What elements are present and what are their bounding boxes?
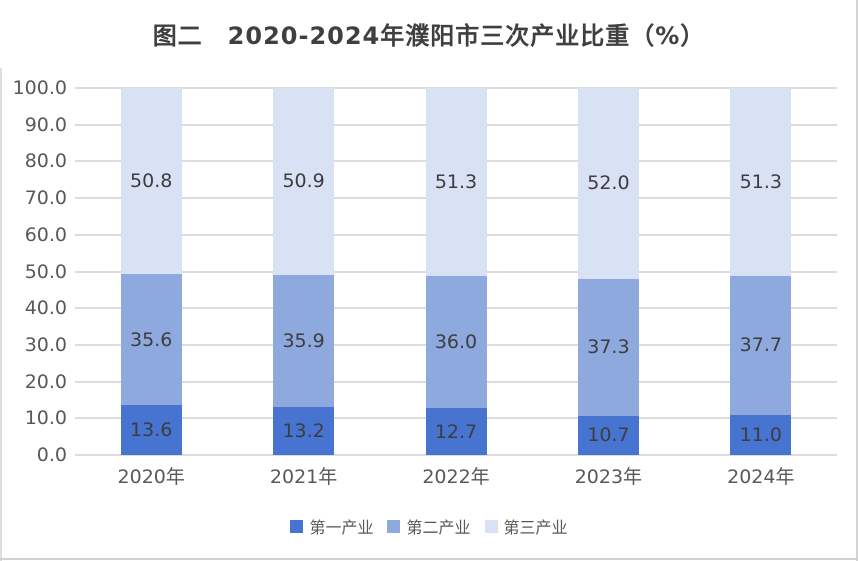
y-axis-tick-label: 100.0 (12, 77, 67, 99)
data-label: 52.0 (587, 172, 630, 195)
y-axis-tick-label: 50.0 (24, 260, 67, 283)
bar-segment-第二产业: 37.3 (577, 278, 639, 416)
y-gridline (75, 454, 837, 456)
data-label: 51.3 (434, 171, 478, 194)
bar-segment-第一产业: 10.7 (577, 415, 639, 455)
data-label: 35.9 (282, 329, 325, 352)
bar-segment-第三产业: 50.8 (120, 88, 182, 275)
bar-segment-第一产业: 12.7 (425, 408, 487, 455)
data-label: 12.7 (434, 420, 478, 443)
x-axis-tick-label: 2020年 (117, 466, 185, 488)
y-axis-tick-label: 80.0 (24, 150, 67, 173)
data-label: 35.6 (130, 328, 173, 351)
y-axis-tick-label: 20.0 (24, 370, 67, 393)
bar-2020年: 13.6 35.6 50.8 (120, 88, 182, 455)
data-label: 13.2 (282, 419, 325, 442)
bar-2022年: 12.7 36.0 51.3 (425, 88, 487, 455)
bar-segment-第二产业: 37.7 (730, 276, 792, 415)
y-axis-tick-label: 70.0 (24, 187, 67, 210)
data-label: 50.8 (130, 170, 173, 193)
y-axis-tick-label: 90.0 (24, 113, 67, 136)
y-axis-tick-label: 40.0 (24, 297, 67, 320)
legend-swatch-icon (290, 519, 304, 533)
data-label: 51.3 (739, 171, 782, 194)
bar-segment-第二产业: 35.6 (120, 274, 182, 406)
data-label: 13.6 (130, 419, 173, 442)
bar-2024年: 11.0 37.7 51.3 (730, 88, 792, 455)
legend-item-第一产业: 第一产业 (290, 514, 373, 538)
data-label: 11.0 (739, 423, 782, 446)
y-axis-tick-label: 10.0 (24, 407, 67, 430)
window-border-left (0, 68, 2, 561)
bar-segment-第一产业: 13.2 (273, 406, 335, 455)
x-axis-tick-label: 2024年 (727, 466, 795, 488)
y-gridline (75, 87, 837, 89)
data-label: 10.7 (587, 424, 630, 447)
bar-2021年: 13.2 35.9 50.9 (273, 88, 335, 455)
data-label: 36.0 (434, 331, 478, 354)
x-axis-tick-label: 2022年 (422, 466, 490, 488)
bar-segment-第二产业: 35.9 (273, 274, 335, 407)
y-axis-tick-label: 60.0 (24, 223, 67, 246)
chart-title: 图二 2020-2024年濮阳市三次产业比重（%） (152, 22, 706, 50)
data-label: 50.9 (282, 170, 325, 193)
plot-area: 0.0 10.0 20.0 30.0 40.0 50.0 60.0 70.0 80.0 90.0 1… (13, 77, 837, 488)
legend: 第一产业 第二产业 第三产业 (0, 514, 858, 538)
x-axis-tick-label: 2023年 (574, 466, 643, 488)
y-axis-tick-label: 0.0 (36, 444, 67, 466)
bar-segment-第一产业: 11.0 (730, 414, 792, 455)
bar-segment-第三产业: 50.9 (273, 88, 335, 275)
bar-segment-第三产业: 51.3 (425, 88, 487, 277)
legend-label: 第二产业 (406, 518, 471, 537)
bar-2023年: 10.7 37.3 52.0 (577, 88, 639, 455)
window-border-right (856, 0, 858, 561)
legend-swatch-icon (387, 519, 401, 533)
legend-label: 第一产业 (309, 518, 374, 537)
data-label: 37.3 (587, 336, 630, 359)
x-axis-tick-label: 2021年 (269, 466, 338, 488)
bar-segment-第一产业: 13.6 (120, 405, 182, 455)
legend-label: 第三产业 (503, 518, 568, 537)
bar-segment-第二产业: 36.0 (425, 276, 487, 409)
legend-item-第三产业: 第三产业 (484, 514, 568, 538)
bar-segment-第三产业: 51.3 (730, 88, 792, 277)
legend-swatch-icon (484, 519, 498, 533)
legend-item-第二产业: 第二产业 (387, 514, 471, 538)
window-border-bottom (0, 558, 858, 560)
bar-segment-第三产业: 52.0 (577, 88, 639, 279)
y-axis-tick-label: 30.0 (24, 333, 67, 356)
data-label: 37.7 (739, 334, 782, 357)
